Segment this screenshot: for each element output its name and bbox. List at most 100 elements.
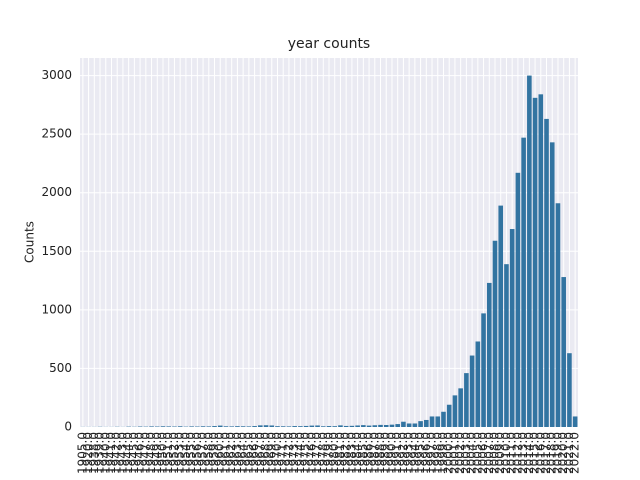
bar [252, 426, 257, 427]
bar [521, 137, 526, 427]
x-tick-label: 1996.0 [419, 432, 433, 474]
x-tick-label: 1952.0 [167, 432, 181, 474]
x-tick-label: 1986.0 [362, 432, 376, 474]
x-tick-label: 1958.0 [201, 432, 215, 474]
bar [263, 425, 269, 427]
y-tick-label: 500 [49, 361, 72, 375]
x-tick-label: 1995.0 [413, 432, 427, 474]
bar [166, 426, 172, 427]
bar [258, 425, 263, 427]
x-tick-label: 1975.0 [299, 432, 313, 474]
bar [349, 425, 355, 427]
bar [206, 426, 212, 427]
bar [292, 426, 297, 427]
bar [475, 341, 481, 427]
bar [435, 416, 441, 427]
bar [366, 425, 372, 427]
bar [469, 355, 475, 427]
bar [544, 118, 549, 428]
bar [561, 277, 566, 427]
x-tick-label: 2003.0 [459, 432, 473, 474]
bar [200, 426, 206, 427]
bar [378, 424, 383, 427]
x-tick-label: 1976.0 [304, 432, 318, 474]
x-tick-label: 1974.0 [293, 432, 307, 474]
x-tick-label: 1980.0 [327, 432, 341, 474]
bar [424, 419, 429, 427]
bar [458, 388, 463, 427]
bar [504, 264, 509, 427]
bar [355, 425, 360, 427]
x-tick-label: 1982.0 [339, 432, 353, 474]
bar [269, 425, 275, 427]
bar [395, 424, 400, 427]
x-tick-label: 1963.0 [230, 432, 244, 474]
bar [567, 353, 572, 427]
x-tick-label: 1984.0 [350, 432, 364, 474]
x-tick-label: 1983.0 [344, 432, 358, 474]
x-tick-label: 2021.0 [562, 432, 576, 474]
x-tick-label: 1985.0 [356, 432, 370, 474]
bar [275, 426, 280, 427]
x-tick-label: 2016.0 [533, 432, 547, 474]
x-tick-label: 2020.0 [556, 432, 570, 474]
x-tick-label: 1966.0 [247, 432, 261, 474]
y-axis-label: Counts [23, 221, 37, 263]
bar [361, 425, 366, 427]
x-tick-label: 2002.0 [453, 432, 467, 474]
y-tick-label: 2500 [41, 127, 72, 141]
bar [240, 426, 246, 427]
bar [572, 416, 578, 427]
x-tick-label: 1990.0 [384, 432, 398, 474]
bar [549, 142, 555, 428]
x-tick-label: 1938.0 [87, 432, 101, 474]
bar [486, 282, 492, 427]
chart-title: year counts [288, 36, 370, 52]
y-tick-label: 2000 [41, 185, 72, 199]
y-tick-label: 3000 [41, 68, 72, 82]
x-tick-label: 2017.0 [539, 432, 553, 474]
x-tick-label: 1962.0 [224, 432, 238, 474]
x-tick-label: 1942.0 [110, 432, 124, 474]
x-tick-label: 1945.0 [127, 432, 141, 474]
y-tick-label: 0 [64, 420, 72, 434]
bar [338, 425, 343, 427]
x-tick-label: 1997.0 [425, 432, 439, 474]
bar [532, 97, 538, 427]
bar [320, 426, 326, 427]
bar [246, 426, 252, 427]
x-tick-label: 2005.0 [470, 432, 484, 474]
bar [280, 426, 286, 427]
bar [406, 423, 412, 427]
x-tick-label: 2009.0 [493, 432, 507, 474]
x-tick-label: 1956.0 [190, 432, 204, 474]
x-tick-label: 1977.0 [310, 432, 324, 474]
x-tick-label: 2007.0 [482, 432, 496, 474]
x-tick-label: 1939.0 [93, 432, 107, 474]
bar [309, 425, 315, 427]
x-tick-label: 1940.0 [98, 432, 112, 474]
x-tick-label: 2010.0 [499, 432, 513, 474]
x-tick-label: 1991.0 [390, 432, 404, 474]
bar [303, 425, 309, 427]
bar [315, 425, 320, 427]
bar [160, 426, 166, 427]
x-tick-label: 2019.0 [550, 432, 564, 474]
x-tick-label: 1973.0 [287, 432, 301, 474]
x-tick-label: 2013.0 [516, 432, 530, 474]
x-tick-label: 1944.0 [121, 432, 135, 474]
x-tick-label: 2001.0 [447, 432, 461, 474]
bar [509, 229, 515, 427]
x-tick-label: 1998.0 [430, 432, 444, 474]
bar [229, 426, 234, 427]
y-tick-label: 1000 [41, 302, 72, 316]
bar [389, 424, 395, 427]
bar [527, 75, 532, 428]
x-tick-label: 2000.0 [442, 432, 456, 474]
bar [298, 426, 303, 427]
bar [286, 426, 292, 427]
x-tick-label: 2012.0 [510, 432, 524, 474]
x-tick-label: 1949.0 [150, 432, 164, 474]
x-tick-label: 1994.0 [407, 432, 421, 474]
x-tick-label: 1964.0 [236, 432, 250, 474]
